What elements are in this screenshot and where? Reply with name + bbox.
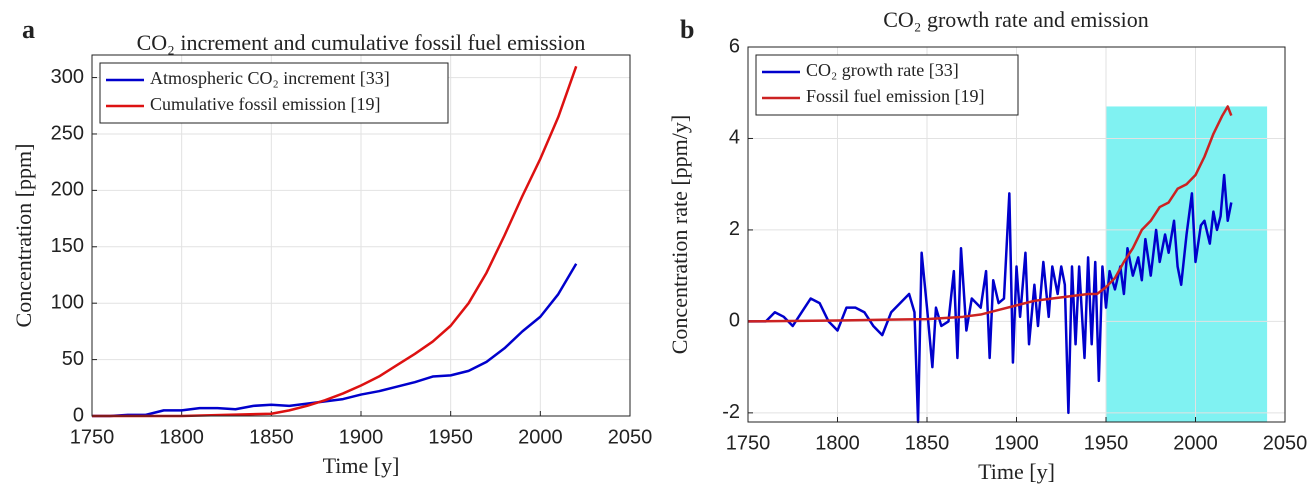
data-line (92, 263, 578, 418)
y-axis-label: Concentration [ppm] (11, 144, 36, 328)
x-tick-label: 1850 (905, 432, 950, 454)
x-tick-label: 1950 (1084, 432, 1129, 454)
x-axis-label: Time [y] (978, 459, 1055, 484)
axes-frame (91, 54, 631, 417)
x-tick-label: 1850 (249, 426, 294, 448)
x-tick-label: 1900 (339, 426, 384, 448)
chart-title: CO₂ increment and cumulative fossil fuel… (137, 30, 586, 55)
y-tick-label: 250 (51, 122, 84, 144)
y-tick-label: 50 (62, 348, 84, 370)
x-tick-label: 1750 (70, 426, 115, 448)
data-line (748, 173, 1233, 424)
axes-frame (747, 46, 1286, 423)
chart-title: CO₂ growth rate and emission (883, 7, 1149, 32)
y-tick-label: 4 (729, 127, 740, 149)
y-tick-label: 0 (729, 310, 740, 332)
panel-label: b (680, 15, 694, 44)
y-tick-label: 0 (73, 404, 84, 426)
panel-label: a (22, 15, 35, 44)
y-tick-label: 150 (51, 235, 84, 257)
y-axis-label: Concentration rate [ppm/y] (667, 115, 692, 354)
x-tick-label: 1950 (428, 426, 473, 448)
y-tick-label: 300 (51, 66, 84, 88)
x-tick-label: 1750 (726, 432, 771, 454)
x-axis-label: Time [y] (323, 453, 400, 478)
x-tick-label: 1800 (159, 426, 204, 448)
x-tick-label: 1800 (815, 432, 860, 454)
highlight-region (1106, 106, 1268, 422)
x-tick-label: 2000 (518, 426, 563, 448)
y-tick-label: 6 (729, 35, 740, 57)
x-tick-label: 2050 (1263, 432, 1307, 454)
x-tick-label: 1900 (994, 432, 1039, 454)
y-tick-label: 100 (51, 291, 84, 313)
y-tick-label: 200 (51, 179, 84, 201)
legend-label: CO₂ growth rate [33] (806, 60, 959, 80)
x-tick-label: 2000 (1173, 432, 1218, 454)
legend-box (99, 62, 449, 124)
y-tick-label: -2 (722, 401, 740, 423)
legend-label: Fossil fuel emission [19] (806, 86, 985, 106)
legend-label: Cumulative fossil emission [19] (150, 94, 380, 114)
y-tick-label: 2 (729, 218, 740, 240)
x-tick-label: 2050 (608, 426, 653, 448)
legend-label: Atmospheric CO₂ increment [33] (150, 68, 390, 88)
legend-box (755, 54, 1019, 116)
data-line (747, 105, 1233, 323)
data-line (92, 65, 578, 418)
